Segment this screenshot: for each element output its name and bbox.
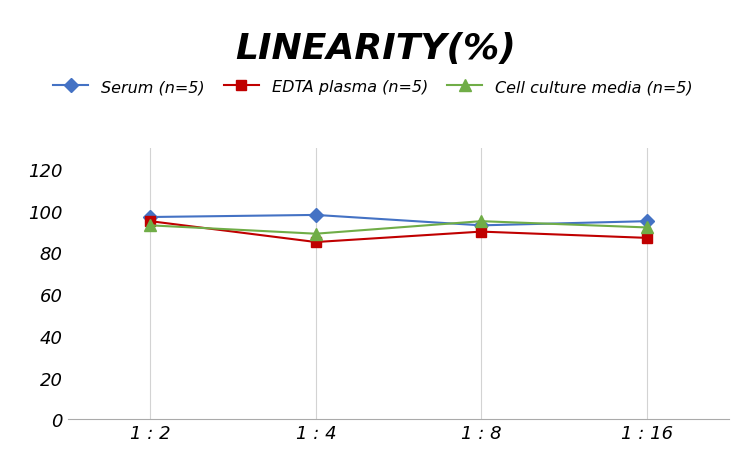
- EDTA plasma (n=5): [642, 235, 651, 241]
- Line: Cell culture media (n=5): Cell culture media (n=5): [145, 216, 652, 240]
- Cell culture media (n=5): [477, 219, 486, 225]
- Serum (n=5): [311, 213, 320, 218]
- Legend: Serum (n=5), EDTA plasma (n=5), Cell culture media (n=5): Serum (n=5), EDTA plasma (n=5), Cell cul…: [53, 80, 693, 95]
- Serum (n=5): [146, 215, 155, 220]
- EDTA plasma (n=5): [146, 219, 155, 225]
- Cell culture media (n=5): [146, 223, 155, 229]
- Serum (n=5): [642, 219, 651, 225]
- Text: LINEARITY(%): LINEARITY(%): [235, 32, 517, 65]
- Line: Serum (n=5): Serum (n=5): [146, 211, 651, 231]
- EDTA plasma (n=5): [311, 240, 320, 245]
- Cell culture media (n=5): [642, 225, 651, 230]
- EDTA plasma (n=5): [477, 230, 486, 235]
- Serum (n=5): [477, 223, 486, 229]
- Line: EDTA plasma (n=5): EDTA plasma (n=5): [146, 217, 651, 247]
- Cell culture media (n=5): [311, 231, 320, 237]
